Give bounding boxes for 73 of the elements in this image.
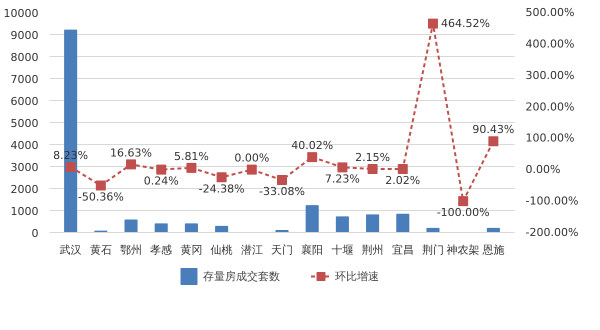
point <box>368 164 378 174</box>
y2-tick-label: 100.00% <box>526 132 574 145</box>
x-tick-label: 潜江 <box>240 244 263 256</box>
data-label: -24.38% <box>198 182 245 196</box>
data-label: 464.52% <box>440 17 490 30</box>
bar <box>366 214 380 232</box>
data-label: -33.08% <box>259 185 305 198</box>
y2-tick-label: 400.00% <box>526 37 574 50</box>
bar <box>396 214 410 232</box>
y-tick-label: 7000 <box>10 73 39 86</box>
y2-tick-label: 0.00% <box>526 163 560 176</box>
data-label: 0.24% <box>144 174 179 188</box>
x-tick-label: 黄石 <box>90 244 112 256</box>
data-label: -50.36% <box>78 190 124 204</box>
data-label: 2.02% <box>385 174 420 188</box>
point <box>66 162 76 172</box>
y-tick-label: 4000 <box>10 139 39 152</box>
bar <box>184 223 198 232</box>
y2-tick-label: 300.00% <box>526 68 574 82</box>
point <box>337 162 348 172</box>
x-tick-label: 天门 <box>271 244 293 256</box>
data-label: 0.00% <box>234 152 270 165</box>
point <box>246 164 257 175</box>
data-label: 7.23% <box>324 172 360 186</box>
bar <box>336 216 349 232</box>
point <box>216 172 227 182</box>
y-tick-label: 5000 <box>10 117 39 130</box>
bar <box>306 205 319 232</box>
point <box>398 164 408 174</box>
data-label: 2.15% <box>355 150 390 164</box>
point <box>186 162 196 173</box>
y-tick-label: 2000 <box>10 183 39 196</box>
y-tick-label: 9000 <box>10 29 39 42</box>
x-tick-label: 荆门 <box>422 244 444 256</box>
y-tick-label: 1000 <box>10 205 39 218</box>
point <box>277 175 287 186</box>
point <box>126 159 136 170</box>
data-label: 90.43% <box>472 123 514 136</box>
point <box>96 180 106 190</box>
x-tick-label: 孝感 <box>150 244 172 256</box>
x-tick-label: 武汉 <box>60 244 82 256</box>
bar <box>124 219 138 232</box>
legend-label: 环比增速 <box>335 268 379 284</box>
point <box>307 152 318 162</box>
y-tick-label: 3000 <box>10 161 39 174</box>
x-tick-label: 襄阳 <box>301 244 324 256</box>
y-tick-label: 0 <box>32 227 38 240</box>
point <box>458 196 468 206</box>
y2-tick-label: 500.00% <box>526 6 574 19</box>
data-label: 40.02% <box>291 139 334 152</box>
point <box>488 136 498 146</box>
y2-tick-label: -200.00% <box>526 226 578 239</box>
x-tick-label: 恩施 <box>481 244 504 256</box>
x-tick-label: 鄂州 <box>120 244 142 256</box>
x-tick-label: 黄冈 <box>180 244 202 256</box>
y-tick-label: 6000 <box>10 95 39 108</box>
y2-tick-label: 200.00% <box>526 100 574 114</box>
data-label: 5.81% <box>174 150 209 163</box>
point <box>156 164 166 175</box>
data-label: -100.00% <box>436 206 490 220</box>
bar <box>154 223 168 232</box>
point <box>428 18 438 29</box>
y-tick-label: 8000 <box>10 51 39 64</box>
legend-label: 存量房成交套数 <box>203 268 280 284</box>
y-tick-label: 10000 <box>4 7 39 20</box>
data-label: 16.63% <box>110 146 152 160</box>
x-tick-label: 十堰 <box>331 244 354 256</box>
x-tick-label: 荆州 <box>362 244 384 256</box>
y2-tick-label: -100.00% <box>526 194 578 208</box>
x-tick-label: 宜昌 <box>392 244 414 256</box>
x-tick-label: 神农架 <box>446 244 480 256</box>
x-tick-label: 仙桃 <box>210 244 233 256</box>
bar <box>215 226 228 232</box>
